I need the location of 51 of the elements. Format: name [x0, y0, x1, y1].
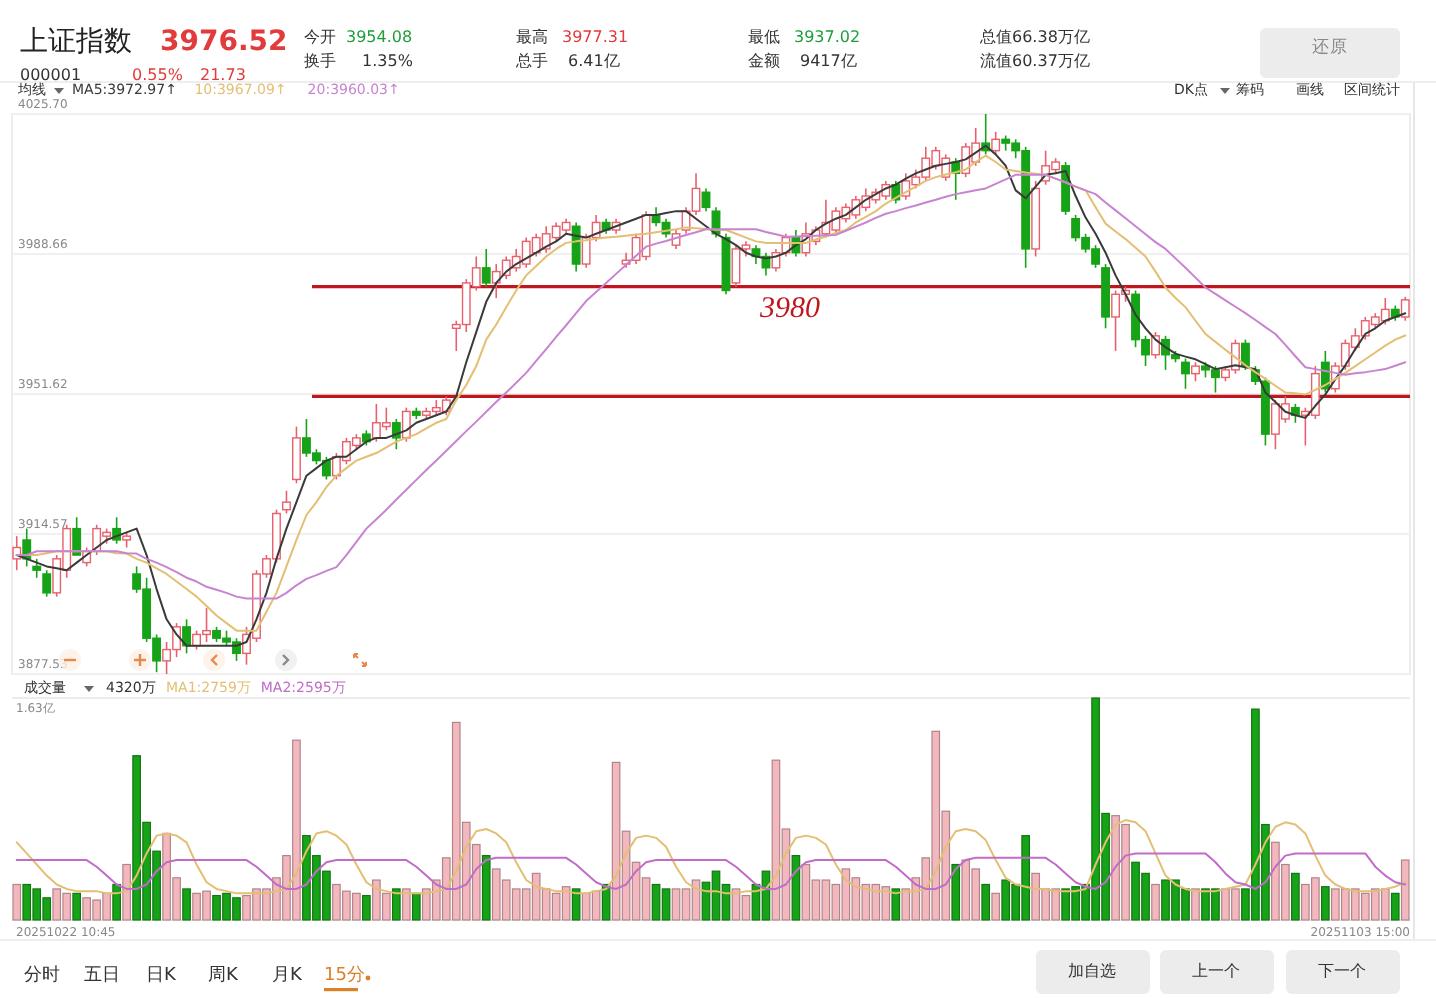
text: 3937.02 — [794, 28, 861, 46]
text: 15分 — [324, 964, 365, 986]
bar — [481, 855, 491, 921]
bar — [891, 888, 901, 921]
text: 今开 — [304, 28, 336, 46]
text: 总值66.38万亿 — [978, 28, 1090, 46]
bar — [72, 892, 82, 921]
bar — [391, 888, 401, 921]
text: 最高 — [516, 28, 548, 46]
bar — [411, 892, 421, 921]
text: 流值60.37万亿 — [980, 52, 1090, 70]
text: 总手 — [514, 52, 548, 70]
text: 0.55% — [132, 66, 184, 84]
text: 分时 — [24, 964, 60, 986]
text: 21.73 — [200, 66, 246, 84]
bar — [362, 894, 371, 921]
text: 金额 — [748, 52, 780, 70]
text: 换手 — [304, 52, 336, 70]
bar — [112, 883, 121, 921]
bar — [122, 863, 131, 921]
bar — [401, 888, 411, 921]
bar — [1400, 859, 1410, 921]
bar — [1320, 886, 1330, 921]
bar — [981, 883, 991, 921]
text: 1.35% — [362, 52, 414, 70]
text: 日K — [146, 966, 178, 986]
bar — [182, 888, 191, 921]
bar — [1291, 872, 1300, 921]
text: 3977.31 — [562, 28, 629, 46]
bar — [991, 892, 1001, 921]
bar — [12, 883, 22, 921]
text: 最低 — [748, 28, 780, 46]
bar — [571, 888, 581, 921]
text: 3954.08 — [346, 28, 413, 46]
text: 上证指数 — [20, 26, 132, 58]
text: 加自选 — [1068, 962, 1116, 980]
text: 五日 — [84, 966, 120, 986]
bar — [1390, 892, 1400, 921]
text: 月K — [272, 966, 304, 986]
text: 下一个 — [1318, 962, 1366, 980]
text: 6.41亿 — [568, 52, 620, 70]
ref-line-label: 3980 — [757, 292, 821, 325]
bar — [1191, 888, 1200, 921]
text: 9417亿 — [800, 52, 857, 70]
text: 3976.52 — [160, 26, 288, 58]
bar — [951, 863, 961, 921]
text: 还原 — [1312, 36, 1348, 58]
text: 上一个 — [1192, 962, 1240, 980]
bar — [1151, 883, 1160, 921]
text: 周K — [208, 964, 240, 986]
text: 000001 — [20, 66, 82, 84]
